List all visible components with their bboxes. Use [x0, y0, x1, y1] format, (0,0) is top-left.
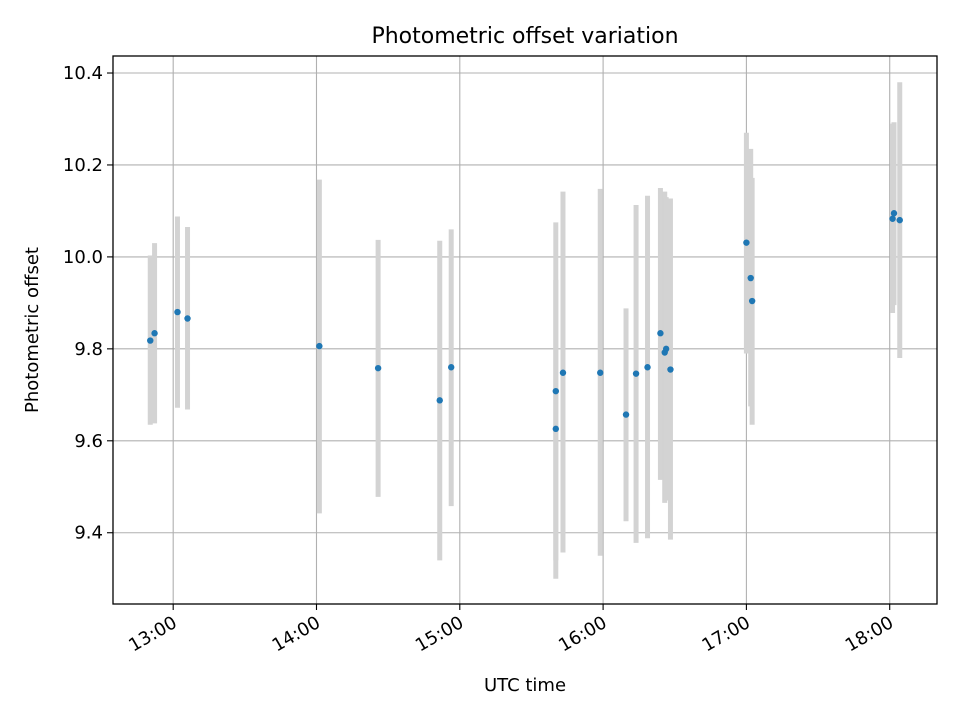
data-point [896, 216, 903, 224]
y-tick-label: 9.6 [74, 431, 103, 452]
data-point [657, 330, 664, 337]
data-point [667, 366, 674, 373]
x-tick-label: 14:00 [269, 612, 324, 656]
data-point [374, 364, 382, 372]
data-point [559, 369, 567, 376]
data-point [644, 364, 651, 371]
data-point [174, 308, 181, 316]
data-point [436, 397, 443, 404]
data-point [747, 274, 754, 282]
y-tick-label: 10.2 [63, 155, 103, 176]
y-tick-label: 9.8 [74, 339, 103, 360]
x-axis-label: UTC time [484, 675, 566, 696]
error-bars [147, 82, 903, 579]
x-axis-ticks: 13:00 14:00 15:00 16:00 17:00 18:00 [125, 604, 897, 656]
data-point [662, 345, 670, 353]
x-tick-label: 18:00 [842, 612, 897, 656]
data-point [597, 369, 604, 376]
y-tick-label: 9.4 [74, 523, 103, 544]
y-tick-label: 10.4 [63, 63, 103, 84]
y-axis-ticks: 9.4 9.6 9.8 10.0 10.2 10.4 [63, 63, 113, 544]
data-point [890, 210, 898, 217]
data-point [552, 425, 560, 433]
data-point [147, 337, 154, 344]
data-point [184, 315, 191, 322]
data-point [151, 330, 158, 337]
data-points [147, 210, 903, 433]
data-point [632, 370, 640, 377]
data-point [447, 364, 455, 371]
x-tick-label: 13:00 [125, 612, 180, 656]
plot-frame [112, 55, 938, 605]
data-point [748, 297, 756, 305]
x-tick-label: 16:00 [555, 612, 610, 656]
data-point [743, 239, 750, 246]
data-point [622, 411, 630, 418]
y-axis-label: Photometric offset [22, 247, 43, 413]
data-point [889, 215, 896, 222]
data-point [316, 342, 323, 350]
x-tick-label: 15:00 [412, 612, 467, 656]
grid [113, 56, 937, 604]
x-tick-label: 17:00 [698, 612, 753, 656]
chart-title: Photometric offset variation [371, 24, 678, 49]
y-tick-label: 10.0 [63, 247, 103, 268]
data-point [552, 387, 560, 395]
